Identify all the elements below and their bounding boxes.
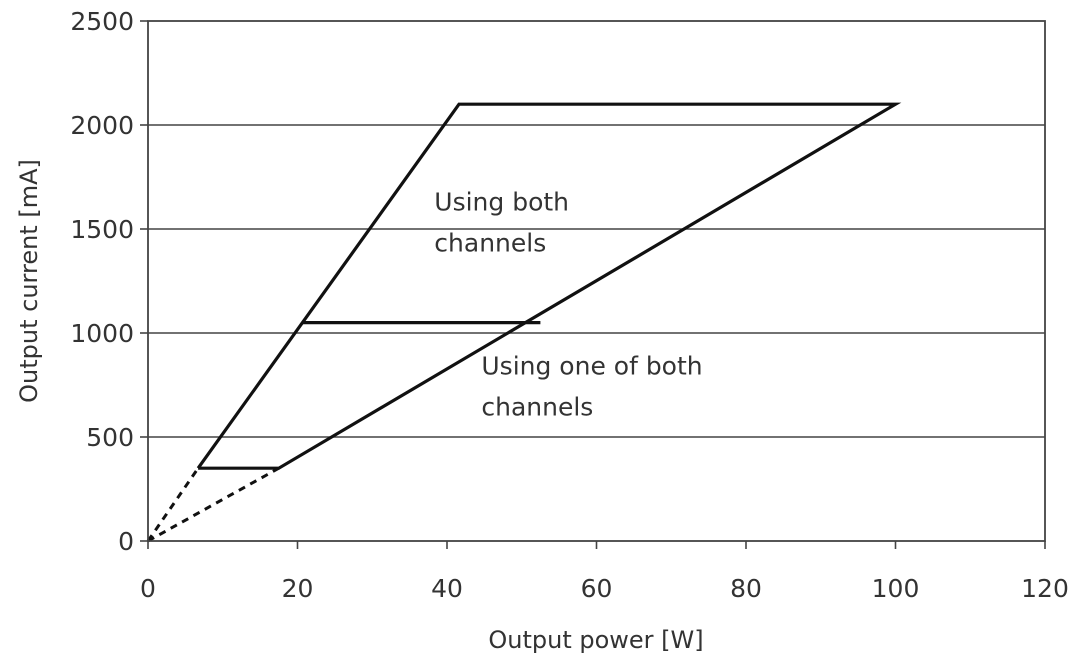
y-tick-label: 2500	[70, 7, 134, 36]
x-tick-label: 20	[282, 574, 314, 603]
series-dashed-line-3	[147, 466, 280, 543]
series-line-0	[196, 102, 902, 470]
series-dashed-line-2	[146, 467, 200, 542]
annotation-1: Using one of both channels	[481, 352, 702, 422]
y-tick-label: 0	[118, 527, 134, 556]
x-tick-label: 100	[872, 574, 920, 603]
x-tick-label: 60	[581, 574, 613, 603]
grid-layer	[148, 124, 1045, 438]
annotation-0: Using both channels	[434, 187, 569, 257]
y-tick-label: 1000	[70, 319, 134, 348]
axis-layer: 0 500 1000 1500 2000 2500 0 20 40 60 80 100 120	[70, 7, 1068, 603]
x-tick-label: 120	[1021, 574, 1069, 603]
annotation-layer: Using both channels Using one of both chann…	[434, 187, 702, 421]
x-tick-label: 0	[140, 574, 156, 603]
x-tick-label: 80	[730, 574, 762, 603]
x-tick-label: 40	[431, 574, 463, 603]
x-axis-title: Output power [W]	[488, 626, 703, 654]
series-layer	[146, 102, 902, 543]
annotation-line: channels	[481, 393, 593, 422]
y-axis-title: Output current [mA]	[15, 159, 43, 403]
y-tick-label: 500	[86, 423, 134, 452]
y-tick-label: 1500	[70, 215, 134, 244]
y-tick-label: 2000	[70, 111, 134, 140]
annotation-line: Using both	[434, 187, 569, 216]
annotation-line: channels	[434, 228, 546, 257]
annotation-line: Using one of both	[481, 352, 702, 381]
